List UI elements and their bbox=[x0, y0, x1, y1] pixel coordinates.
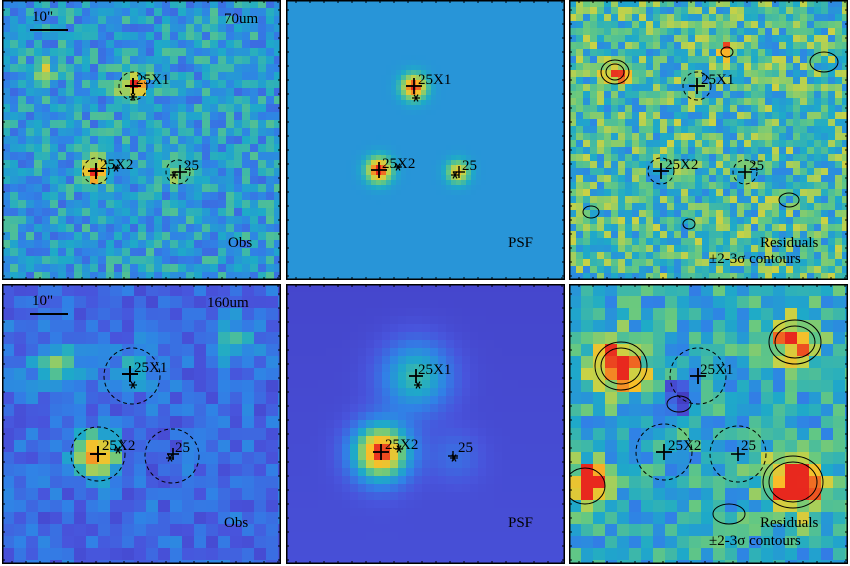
panel-label: Obs bbox=[224, 515, 249, 531]
band-label: 70um bbox=[224, 11, 259, 27]
axis-ticks bbox=[569, 0, 848, 280]
source-asterisk-marker bbox=[166, 454, 174, 462]
sigma-contours bbox=[569, 319, 824, 525]
aperture-circle bbox=[709, 425, 767, 483]
source-label: 25 bbox=[184, 158, 199, 174]
aperture-circle bbox=[732, 159, 758, 185]
axis-ticks bbox=[569, 284, 848, 564]
source-asterisk-marker bbox=[129, 381, 137, 389]
aperture-circle bbox=[118, 71, 148, 101]
scale-bar-line bbox=[30, 29, 68, 31]
residual-pixels bbox=[569, 284, 848, 564]
residual-image-70um: 25X1 25X2 25 bbox=[569, 0, 848, 280]
residual-pixels bbox=[569, 0, 848, 280]
sigma-contours bbox=[582, 46, 839, 230]
source-label: 25X2 bbox=[665, 157, 698, 173]
source-asterisk-marker bbox=[129, 93, 137, 101]
panel-frame bbox=[569, 284, 848, 564]
band-label: 160um bbox=[207, 295, 249, 311]
panel-160um-residuals: 25X1 25X2 25 Residuals ±2-3σ contours bbox=[569, 284, 848, 564]
scale-bar-label: 10" bbox=[32, 293, 54, 309]
aperture-circle bbox=[103, 347, 161, 405]
panel-sublabel: ±2-3σ contours bbox=[709, 533, 801, 549]
source-label: 25X1 bbox=[136, 72, 169, 88]
axis-ticks bbox=[2, 284, 281, 564]
panel-frame bbox=[286, 0, 565, 280]
source-label: 25X2 bbox=[385, 437, 418, 453]
source-asterisk-marker bbox=[412, 94, 420, 102]
source-asterisk-marker bbox=[451, 171, 459, 179]
axis-ticks bbox=[286, 0, 565, 280]
panel-70um-residuals: 25X1 25X2 25 Residuals ±2-3σ contours bbox=[569, 0, 848, 280]
source-label: 25X2 bbox=[100, 157, 133, 173]
axis-ticks bbox=[2, 0, 281, 280]
source-label: 25X1 bbox=[700, 362, 733, 378]
source-label: 25 bbox=[462, 158, 477, 174]
psf-pixels bbox=[286, 284, 565, 564]
panel-frame bbox=[2, 284, 281, 564]
source-asterisk-marker bbox=[450, 454, 458, 462]
aperture-circle bbox=[165, 159, 191, 185]
source-asterisk-marker bbox=[414, 381, 422, 389]
psf-image-160um: 25X1 25X2 25 bbox=[286, 284, 565, 564]
obs-pixels bbox=[2, 0, 281, 280]
source-asterisk-marker bbox=[394, 163, 402, 171]
obs-image-70um: 25X1 25X2 25 bbox=[2, 0, 281, 280]
source-label: 25 bbox=[741, 438, 756, 454]
panel-label: PSF bbox=[508, 515, 534, 531]
panel-label: PSF bbox=[508, 235, 534, 251]
source-label: 25X1 bbox=[418, 72, 451, 88]
aperture-circle bbox=[70, 426, 126, 482]
aperture-circle bbox=[682, 71, 712, 101]
panel-label: Residuals bbox=[760, 235, 819, 251]
panel-160um-obs: 25X1 25X2 25 10" 160um Obs bbox=[2, 284, 281, 564]
source-asterisk-marker bbox=[112, 164, 120, 172]
source-asterisk-marker bbox=[170, 171, 178, 179]
aperture-circle bbox=[144, 428, 200, 484]
panel-frame bbox=[2, 0, 281, 280]
source-label: 25 bbox=[175, 440, 190, 456]
obs-pixels bbox=[2, 284, 281, 564]
aperture-circle bbox=[647, 157, 675, 185]
source-label: 25X2 bbox=[668, 438, 701, 454]
psf-pixels bbox=[286, 0, 565, 280]
aperture-circle bbox=[82, 157, 110, 185]
source-asterisk-marker bbox=[114, 446, 122, 454]
panel-frame bbox=[569, 0, 848, 280]
source-asterisk-marker bbox=[395, 445, 403, 453]
source-label: 25X2 bbox=[382, 156, 415, 172]
axis-ticks bbox=[286, 284, 565, 564]
source-label: 25 bbox=[458, 440, 473, 456]
panel-70um-psf: 25X1 25X2 25 PSF bbox=[286, 0, 565, 280]
source-label: 25 bbox=[749, 158, 764, 174]
panel-160um-psf: 25X1 25X2 25 PSF bbox=[286, 284, 565, 564]
panel-frame bbox=[286, 284, 565, 564]
scale-bar-label: 10" bbox=[32, 9, 54, 25]
panel-label: Obs bbox=[228, 235, 253, 251]
source-label: 25X1 bbox=[701, 72, 734, 88]
psf-image-70um: 25X1 25X2 25 bbox=[286, 0, 565, 280]
panel-sublabel: ±2-3σ contours bbox=[709, 251, 801, 267]
panel-70um-obs: 25X1 25X2 25 10" 70um Obs bbox=[2, 0, 281, 280]
aperture-circle bbox=[635, 423, 693, 481]
residual-image-160um: 25X1 25X2 25 bbox=[569, 284, 848, 564]
panel-label: Residuals bbox=[760, 515, 819, 531]
source-label: 25X2 bbox=[102, 438, 135, 454]
source-label: 25X1 bbox=[134, 360, 167, 376]
aperture-circle bbox=[669, 347, 727, 405]
source-label: 25X1 bbox=[418, 362, 451, 378]
obs-image-160um: 25X1 25X2 25 bbox=[2, 284, 281, 564]
scale-bar-line bbox=[30, 313, 68, 315]
